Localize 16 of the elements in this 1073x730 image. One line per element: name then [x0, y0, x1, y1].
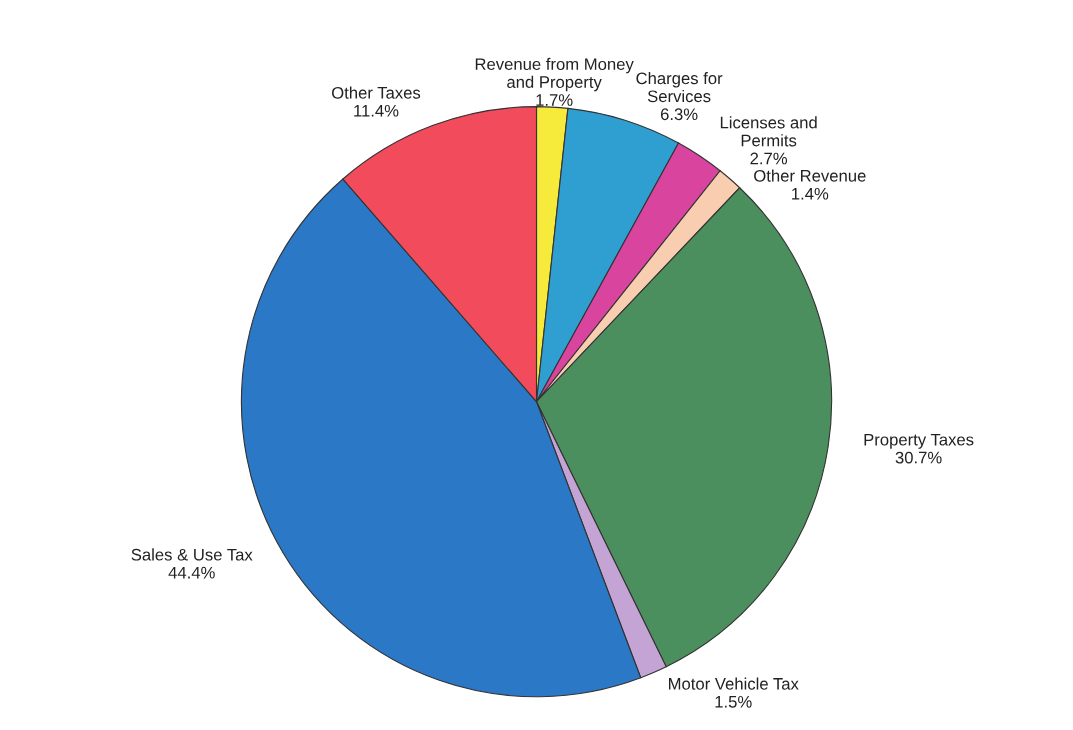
slice-label: Other Revenue — [754, 169, 866, 182]
data-label: 11.4% — [354, 104, 399, 117]
data-label: 1.5% — [715, 695, 752, 708]
data-label: 1.7% — [536, 94, 573, 106]
slice-label: Charges for Services — [636, 71, 723, 103]
slice-label: Revenue from Money and Property — [475, 57, 634, 92]
slice-label: Motor Vehicle Tax — [668, 677, 799, 690]
data-label: 30.7% — [895, 451, 942, 464]
data-label: 44.4% — [168, 566, 215, 579]
slice-label: Other Taxes — [332, 86, 421, 99]
data-label: 6.3% — [660, 108, 698, 121]
slice-label: Property Taxes — [864, 433, 974, 449]
data-label: 2.7% — [750, 152, 788, 165]
data-label: 1.4% — [792, 187, 829, 200]
slice-label: Sales & Use Tax — [131, 548, 253, 561]
slice-label: Licenses and Permits — [720, 116, 817, 147]
